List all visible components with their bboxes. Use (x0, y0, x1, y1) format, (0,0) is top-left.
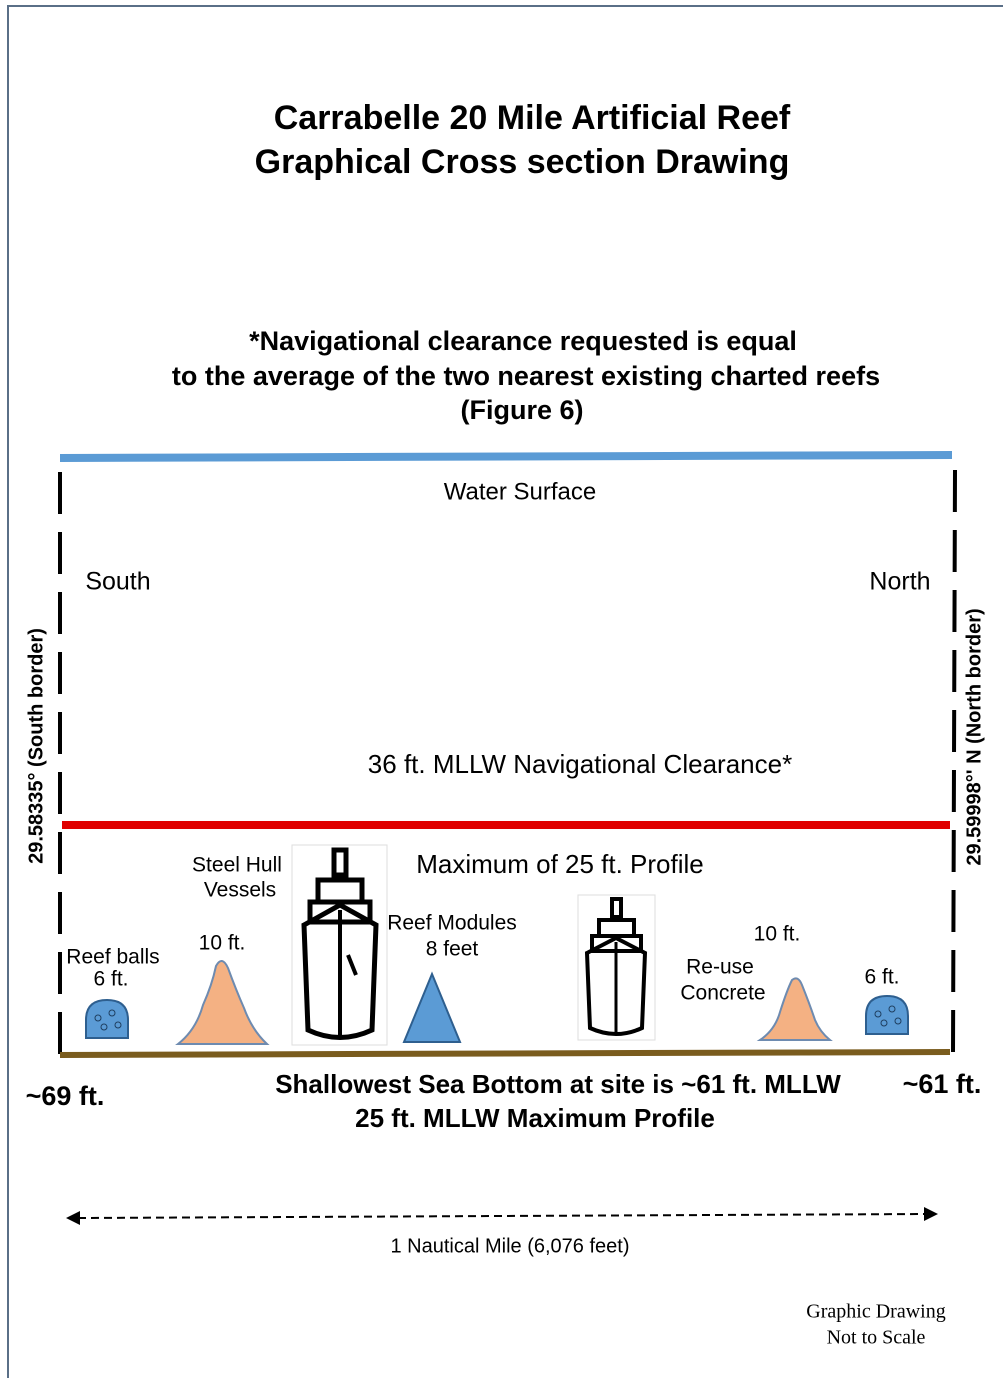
clearance-label: 36 ft. MLLW Navigational Clearance* (368, 749, 792, 779)
item-label: Reef balls (66, 946, 159, 969)
water-surface-line (59, 451, 953, 462)
note: (Figure 6) (460, 395, 583, 425)
depth-label: ~61 ft. (903, 1069, 982, 1099)
profile-label: Maximum of 25 ft. Profile (416, 849, 704, 879)
reef-module (402, 971, 462, 1043)
south-label: South (85, 568, 150, 596)
item-label: 8 feet (426, 938, 479, 961)
page-border (7, 5, 1003, 1378)
item-label: Vessels (204, 879, 276, 902)
north-border-line (951, 469, 957, 1056)
bottom-label: 25 ft. MLLW Maximum Profile (355, 1103, 715, 1133)
disclaimer: Graphic Drawing (806, 1301, 945, 1323)
reef-ball-icon (85, 998, 129, 1039)
scale-arrow (66, 1207, 938, 1225)
note: to the average of the two nearest existi… (172, 361, 880, 391)
surface-label: Water Surface (444, 478, 597, 505)
reef-ball-icon (865, 994, 909, 1035)
north-label: North (869, 568, 930, 596)
title: Graphical Cross section Drawing (255, 143, 790, 181)
sea-bottom-line (59, 1049, 951, 1058)
item-label: Concrete (680, 982, 765, 1005)
item-label: 10 ft. (199, 932, 246, 955)
item-label: Reef Modules (387, 912, 517, 935)
scale-label: 1 Nautical Mile (6,076 feet) (390, 1235, 629, 1257)
ship-icon (577, 894, 656, 1041)
item-label: 6 ft. (93, 968, 128, 991)
bottom-label: Shallowest Sea Bottom at site is ~61 ft.… (275, 1069, 841, 1099)
concrete-mound (756, 977, 833, 1041)
north-border-label: 29.59998°' N (North border) (963, 608, 985, 865)
disclaimer: Not to Scale (827, 1327, 926, 1349)
depth-label: ~69 ft. (26, 1081, 105, 1111)
ship-icon (291, 844, 388, 1046)
note: *Navigational clearance requested is equ… (249, 326, 797, 356)
south-border-label: 29.58335° (South border) (25, 628, 47, 864)
item-label: Re-use (686, 956, 754, 979)
item-label: 10 ft. (754, 923, 801, 946)
concrete-mound (175, 960, 270, 1045)
item-label: Steel Hull (192, 854, 282, 877)
title: Carrabelle 20 Mile Artificial Reef (274, 99, 791, 137)
item-label: 6 ft. (864, 966, 899, 989)
